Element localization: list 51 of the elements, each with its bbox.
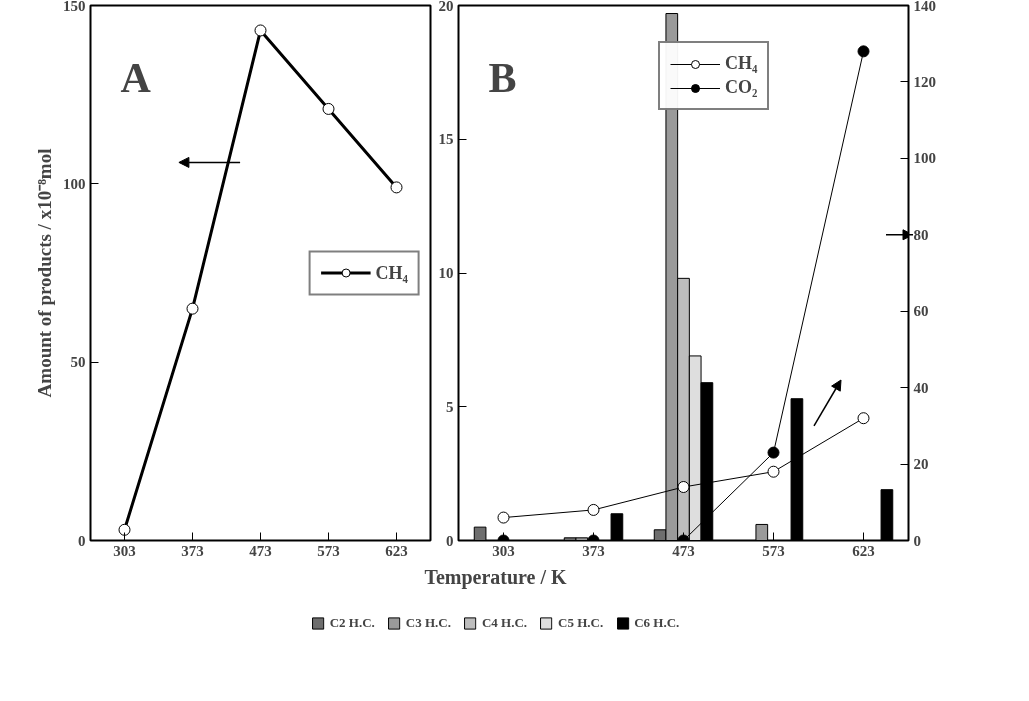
y2-tick-label: 20 — [913, 456, 929, 473]
y2-tick-label: 140 — [913, 0, 936, 14]
point — [254, 24, 267, 37]
point — [767, 465, 780, 478]
legend-label: C5 H.C. — [558, 614, 604, 631]
legend-label: CH₄ — [725, 53, 758, 74]
y-tick-label: 0 — [78, 532, 86, 549]
point — [587, 503, 600, 516]
y-tick-label: 15 — [438, 131, 454, 148]
point — [857, 412, 870, 425]
x-tick-label: 573 — [317, 542, 340, 559]
legend-label: C3 H.C. — [405, 614, 451, 631]
y-tick-label: 100 — [63, 175, 86, 192]
y-axis-title: Amount of products / x10⁻⁸mol — [34, 148, 55, 398]
y2-tick-label: 60 — [913, 303, 929, 320]
point — [497, 511, 510, 524]
x-axis-title: Temperature / K — [424, 565, 568, 589]
y-tick-label: 0 — [446, 532, 454, 549]
point — [118, 523, 131, 536]
point — [677, 481, 690, 493]
point — [767, 446, 780, 459]
point — [322, 102, 335, 115]
y-tick-label: 10 — [438, 265, 454, 281]
legend-label: C4 H.C. — [481, 614, 528, 631]
y2-tick-label: 80 — [913, 226, 929, 243]
legend-label: C2 H.C. — [329, 614, 375, 631]
x-tick-label: 573 — [762, 542, 785, 559]
y-tick-label: 50 — [70, 354, 86, 371]
point — [390, 181, 403, 194]
y-tick-label: 20 — [438, 0, 454, 14]
y-tick-label: 150 — [63, 0, 86, 14]
x-tick-label: 373 — [582, 542, 605, 559]
annotation: B — [488, 54, 517, 101]
x-tick-label: 473 — [249, 542, 272, 559]
y2-tick-label: 120 — [913, 73, 936, 90]
point — [857, 45, 870, 58]
point — [186, 302, 199, 315]
y2-tick-label: 0 — [913, 532, 921, 549]
x-tick-label: 623 — [385, 542, 408, 559]
y2-tick-label: 100 — [913, 150, 936, 167]
legend-label: CO₂ — [725, 77, 758, 98]
x-tick-label: 303 — [113, 542, 136, 559]
legend-label: CH₄ — [375, 262, 408, 283]
x-tick-label: 623 — [852, 542, 875, 559]
y-tick-label: 5 — [446, 398, 454, 415]
legend-label: C6 H.C. — [634, 614, 680, 631]
x-tick-label: 303 — [492, 542, 515, 559]
y2-tick-label: 40 — [913, 379, 929, 396]
x-tick-label: 373 — [181, 542, 204, 559]
annotation: A — [120, 54, 152, 101]
x-tick-label: 473 — [672, 542, 695, 559]
